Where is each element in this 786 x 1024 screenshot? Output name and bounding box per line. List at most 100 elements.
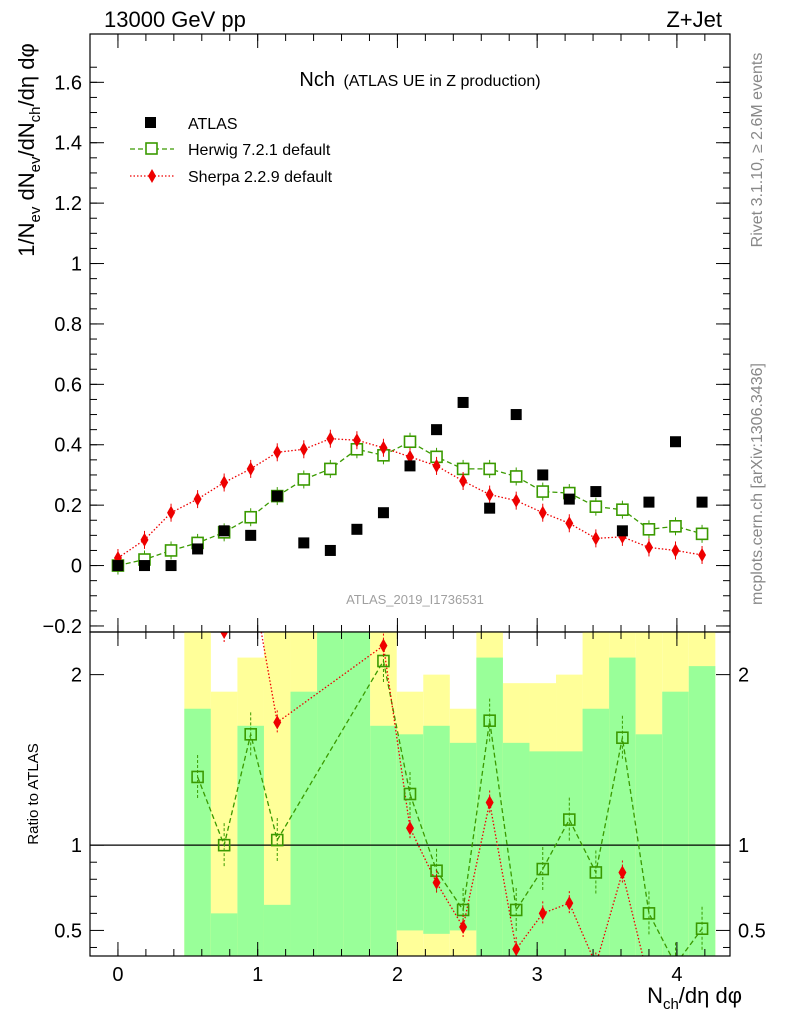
main-y-tick-label: 1.6	[54, 72, 82, 94]
atlas-point	[590, 486, 602, 498]
uncertainty-band-inner	[582, 708, 610, 956]
sherpa-point	[246, 461, 255, 476]
atlas-point	[138, 560, 150, 572]
herwig-point	[509, 470, 523, 483]
main-title-name: Nch	[299, 69, 335, 91]
sherpa-point	[379, 440, 388, 455]
sherpa-point	[565, 516, 574, 531]
atlas-point	[112, 560, 124, 572]
uncertainty-band-inner	[237, 725, 264, 956]
main-y-tick-label: 1	[71, 254, 82, 276]
herwig-point	[616, 503, 629, 516]
atlas-point	[670, 436, 682, 448]
main-y-tick-label: −0.2	[43, 616, 82, 638]
main-title-sub: (ATLAS UE in Z production)	[343, 73, 540, 90]
legend-label-atlas: ATLAS	[188, 116, 238, 133]
main-y-tick-label: 0.8	[54, 314, 82, 336]
herwig-point	[403, 435, 417, 449]
main-title: Nch (ATLAS UE in Z production)	[299, 69, 540, 91]
legend-label-herwig: Herwig 7.2.1 default	[188, 142, 331, 159]
sherpa-point	[273, 445, 282, 460]
legend: ATLAS Herwig 7.2.1 default Sherpa 2.2.9 …	[130, 116, 333, 186]
ratio-sherpa-point	[565, 896, 574, 911]
atlas-point	[245, 529, 257, 541]
ratio-y-tick-label: 1	[71, 835, 82, 857]
atlas-point	[457, 396, 469, 408]
ratio-sherpa-point	[538, 906, 547, 921]
ratio-sherpa-line	[224, 632, 644, 956]
analysis-watermark: ATLAS_2019_I1736531	[346, 592, 484, 607]
ratio-sherpa-point	[406, 821, 414, 836]
sherpa-point	[538, 505, 547, 520]
sherpa-point	[591, 531, 600, 546]
uncertainty-band-inner	[343, 632, 371, 956]
sherpa-point	[644, 540, 653, 555]
herwig-point	[642, 523, 656, 536]
sherpa-point	[193, 492, 202, 507]
ratio-herwig-point	[589, 866, 603, 879]
ratio-sherpa-point	[220, 632, 229, 639]
ratio-herwig-point	[403, 787, 417, 801]
uncertainty-band-inner	[662, 691, 689, 956]
ratio-sherpa-point	[592, 958, 600, 972]
atlas-point	[404, 460, 416, 472]
main-y-tick-label: 0.2	[54, 495, 82, 517]
sherpa-point	[140, 532, 149, 547]
atlas-point	[165, 560, 177, 572]
ratio-ylabel: Ratio to ATLAS	[25, 743, 42, 844]
ratio-sherpa-point	[618, 865, 627, 880]
header-right: Z+Jet	[666, 7, 722, 32]
atlas-point	[696, 496, 708, 508]
sherpa-point	[352, 433, 361, 448]
ratio-herwig-point	[536, 862, 550, 876]
x-tick-label: 3	[532, 964, 543, 986]
ratio-sherpa-point	[273, 715, 282, 730]
herwig-point	[244, 510, 257, 524]
sherpa-point	[326, 431, 335, 446]
uncertainty-band-inner	[423, 725, 450, 934]
main-y-tick-label: 0.6	[54, 374, 82, 396]
herwig-point	[324, 462, 337, 476]
ratio-y-tick-label-right: 1	[738, 835, 749, 857]
ratio-herwig-point	[191, 770, 204, 784]
ratio-herwig-point	[217, 838, 231, 852]
atlas-point	[537, 469, 549, 481]
atlas-point	[192, 543, 204, 555]
ratio-herwig-point	[642, 907, 656, 920]
herwig-point	[164, 544, 178, 557]
rivet-label: Rivet 3.1.10, ≥ 2.6M events	[749, 53, 766, 248]
atlas-point	[377, 507, 389, 519]
ratio-herwig-point	[695, 922, 709, 936]
x-tick-label: 4	[671, 964, 682, 986]
legend-marker-sherpa	[148, 169, 156, 183]
atlas-point	[484, 502, 496, 514]
ratio-sherpa-point	[247, 565, 255, 579]
uncertainty-band-inner	[449, 742, 477, 931]
sherpa-point	[432, 458, 441, 473]
ratio-herwig-point	[270, 833, 284, 847]
ratio-herwig-line	[196, 659, 703, 956]
uncertainty-band-inner	[609, 657, 636, 956]
sherpa-point	[485, 487, 494, 502]
uncertainty-band-inner	[210, 913, 238, 956]
main-series-layer	[111, 396, 709, 575]
atlas-point	[643, 496, 655, 508]
ratio-series-layer	[191, 565, 709, 972]
x-axis-label: Nch/dη dφ	[647, 983, 742, 1013]
ratio-y-tick-label: 2	[71, 665, 82, 687]
sherpa-point	[220, 475, 229, 490]
uncertainty-band-inner	[556, 751, 583, 956]
ratio-sherpa-point	[512, 942, 521, 956]
uncertainty-band-inner	[290, 691, 318, 956]
main-y-tick-label: 1.2	[54, 193, 82, 215]
sherpa-point	[167, 505, 176, 520]
ratio-sherpa-point	[379, 638, 388, 653]
ratio-sherpa-point	[432, 875, 441, 890]
sherpa-point	[512, 493, 521, 508]
uncertainty-band-inner	[317, 632, 344, 956]
main-y-tick-label: 0	[71, 556, 82, 578]
atlas-point	[271, 490, 283, 502]
atlas-point	[324, 544, 336, 556]
x-tick-label: 1	[252, 964, 263, 986]
